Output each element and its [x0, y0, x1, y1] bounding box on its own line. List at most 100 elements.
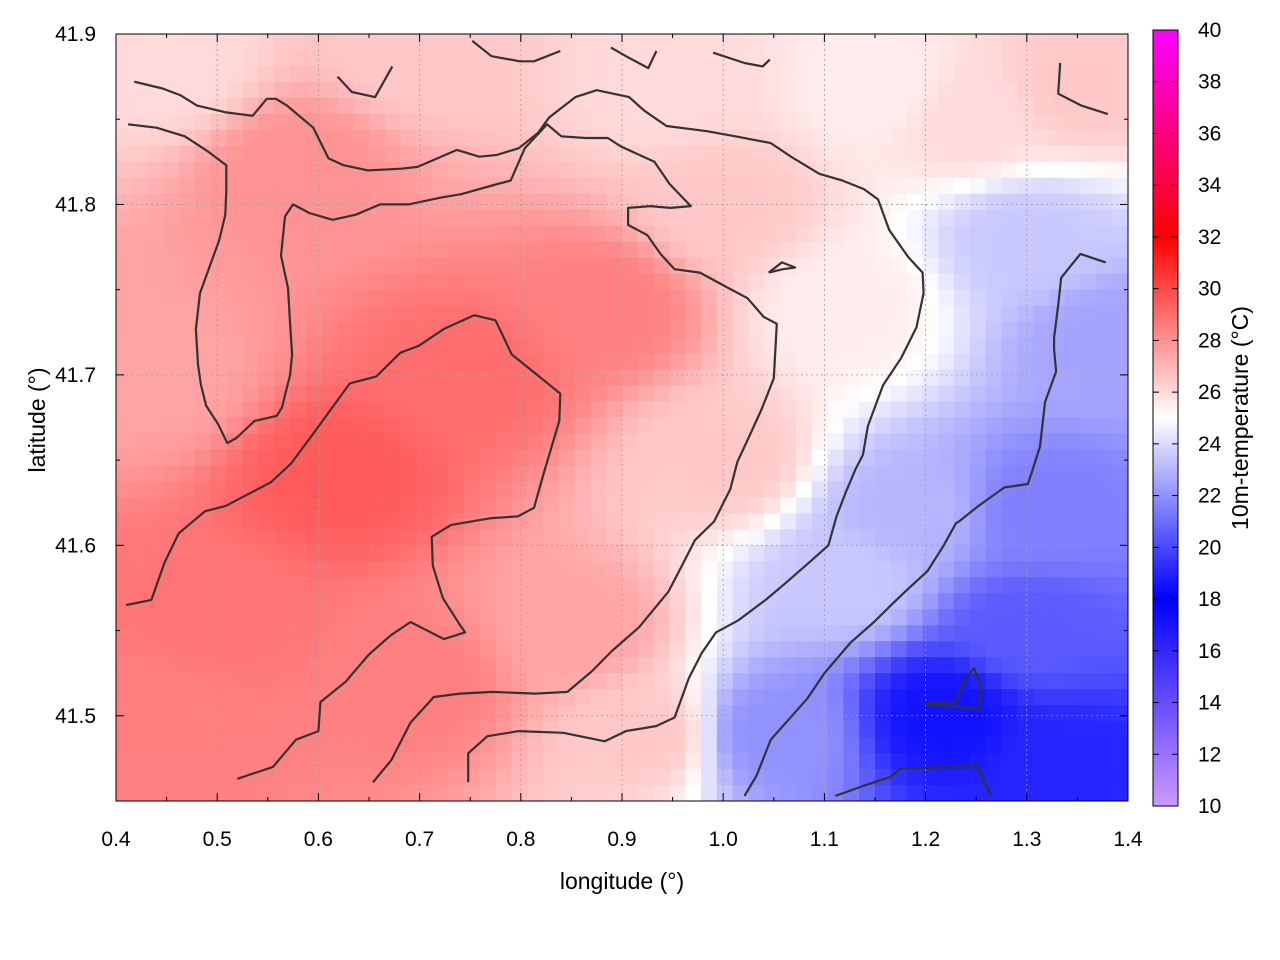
heatmap-cell: [384, 673, 402, 690]
heatmap-cell: [1112, 113, 1128, 131]
heatmap-cell: [274, 577, 291, 594]
heatmap-cell: [795, 305, 813, 323]
heatmap-cell: [811, 689, 829, 706]
heatmap-cell: [827, 449, 844, 467]
heatmap-cell: [495, 385, 512, 403]
heatmap-cell: [701, 209, 718, 227]
heatmap-cell: [274, 705, 291, 722]
heatmap-cell: [985, 113, 1003, 131]
heatmap-cell: [780, 593, 797, 610]
heatmap-cell: [479, 81, 497, 99]
heatmap-cell: [147, 305, 165, 323]
heatmap-cell: [305, 289, 323, 307]
heatmap-cell: [1064, 385, 1082, 403]
heatmap-cell: [258, 193, 275, 211]
heatmap-cell: [1096, 321, 1113, 339]
heatmap-cell: [542, 161, 560, 179]
heatmap-cell: [147, 401, 165, 419]
heatmap-cell: [337, 337, 354, 355]
heatmap-cell: [1001, 401, 1018, 419]
heatmap-cell: [669, 369, 686, 387]
heatmap-cell: [590, 449, 607, 467]
heatmap-cell: [890, 513, 908, 530]
heatmap-cell: [780, 129, 797, 147]
heatmap-cell: [1001, 193, 1018, 211]
heatmap-cell: [1064, 481, 1082, 498]
heatmap-cell: [606, 209, 623, 227]
heatmap-cell: [384, 657, 402, 674]
heatmap-cell: [321, 225, 338, 243]
heatmap-cell: [1064, 129, 1082, 147]
heatmap-cell: [353, 193, 370, 211]
heatmap-cell: [1048, 593, 1066, 610]
heatmap-cell: [859, 289, 876, 307]
heatmap-cell: [258, 433, 275, 451]
heatmap-cell: [732, 753, 750, 770]
heatmap-cell: [795, 657, 813, 674]
heatmap-cell: [463, 81, 481, 99]
heatmap-cell: [432, 449, 449, 467]
heatmap-cell: [622, 433, 639, 451]
heatmap-cell: [463, 561, 481, 578]
heatmap-cell: [116, 177, 133, 195]
heatmap-cell: [527, 97, 544, 115]
heatmap-cell: [242, 593, 259, 610]
heatmap-cell: [226, 673, 244, 690]
heatmap-cell: [479, 609, 497, 626]
heatmap-cell: [938, 337, 955, 355]
heatmap-cell: [416, 673, 433, 690]
heatmap-cell: [131, 369, 149, 387]
heatmap-cell: [511, 705, 528, 722]
heatmap-cell: [890, 209, 908, 227]
heatmap-cell: [274, 449, 291, 467]
heatmap-cell: [369, 145, 386, 163]
heatmap-cell: [906, 785, 924, 801]
heatmap-cell: [795, 497, 813, 514]
heatmap-cell: [511, 305, 528, 323]
heatmap-cell: [811, 49, 829, 67]
heatmap-cell: [289, 785, 307, 801]
heatmap-cell: [764, 273, 781, 291]
heatmap-cell: [1001, 753, 1018, 770]
heatmap-cell: [147, 705, 165, 722]
heatmap-cell: [463, 465, 481, 483]
heatmap-cell: [432, 689, 449, 706]
heatmap-cell: [337, 305, 354, 323]
heatmap-cell: [432, 609, 449, 626]
heatmap-cell: [321, 193, 338, 211]
heatmap-cell: [716, 465, 734, 483]
heatmap-cell: [985, 65, 1003, 83]
heatmap-cell: [1017, 737, 1034, 754]
heatmap-cell: [859, 129, 876, 147]
heatmap-cell: [1033, 97, 1050, 115]
heatmap-cell: [337, 401, 354, 419]
heatmap-cell: [622, 737, 639, 754]
heatmap-cell: [811, 97, 829, 115]
heatmap-cell: [890, 145, 908, 163]
heatmap-cell: [479, 673, 497, 690]
heatmap-cell: [780, 577, 797, 594]
heatmap-cell: [938, 305, 955, 323]
heatmap-cell: [859, 545, 876, 562]
heatmap-cell: [748, 609, 765, 626]
heatmap-cell: [954, 113, 971, 131]
heatmap-cell: [954, 273, 971, 291]
heatmap-cell: [811, 641, 829, 658]
heatmap-cell: [764, 193, 781, 211]
heatmap-cell: [179, 577, 196, 594]
heatmap-cell: [337, 34, 354, 51]
heatmap-cell: [685, 321, 702, 339]
contour-line: [336, 65, 394, 99]
heatmap-cell: [653, 609, 671, 626]
heatmap-cell: [685, 209, 702, 227]
heatmap-cell: [922, 113, 939, 131]
heatmap-cell: [1033, 145, 1050, 163]
heatmap-cell: [131, 449, 149, 467]
heatmap-cell: [1064, 497, 1082, 514]
heatmap-cell: [653, 289, 671, 307]
heatmap-cell: [131, 769, 149, 786]
heatmap-cell: [969, 561, 987, 578]
heatmap-cell: [890, 593, 908, 610]
heatmap-cell: [131, 34, 149, 51]
heatmap-cell: [131, 673, 149, 690]
